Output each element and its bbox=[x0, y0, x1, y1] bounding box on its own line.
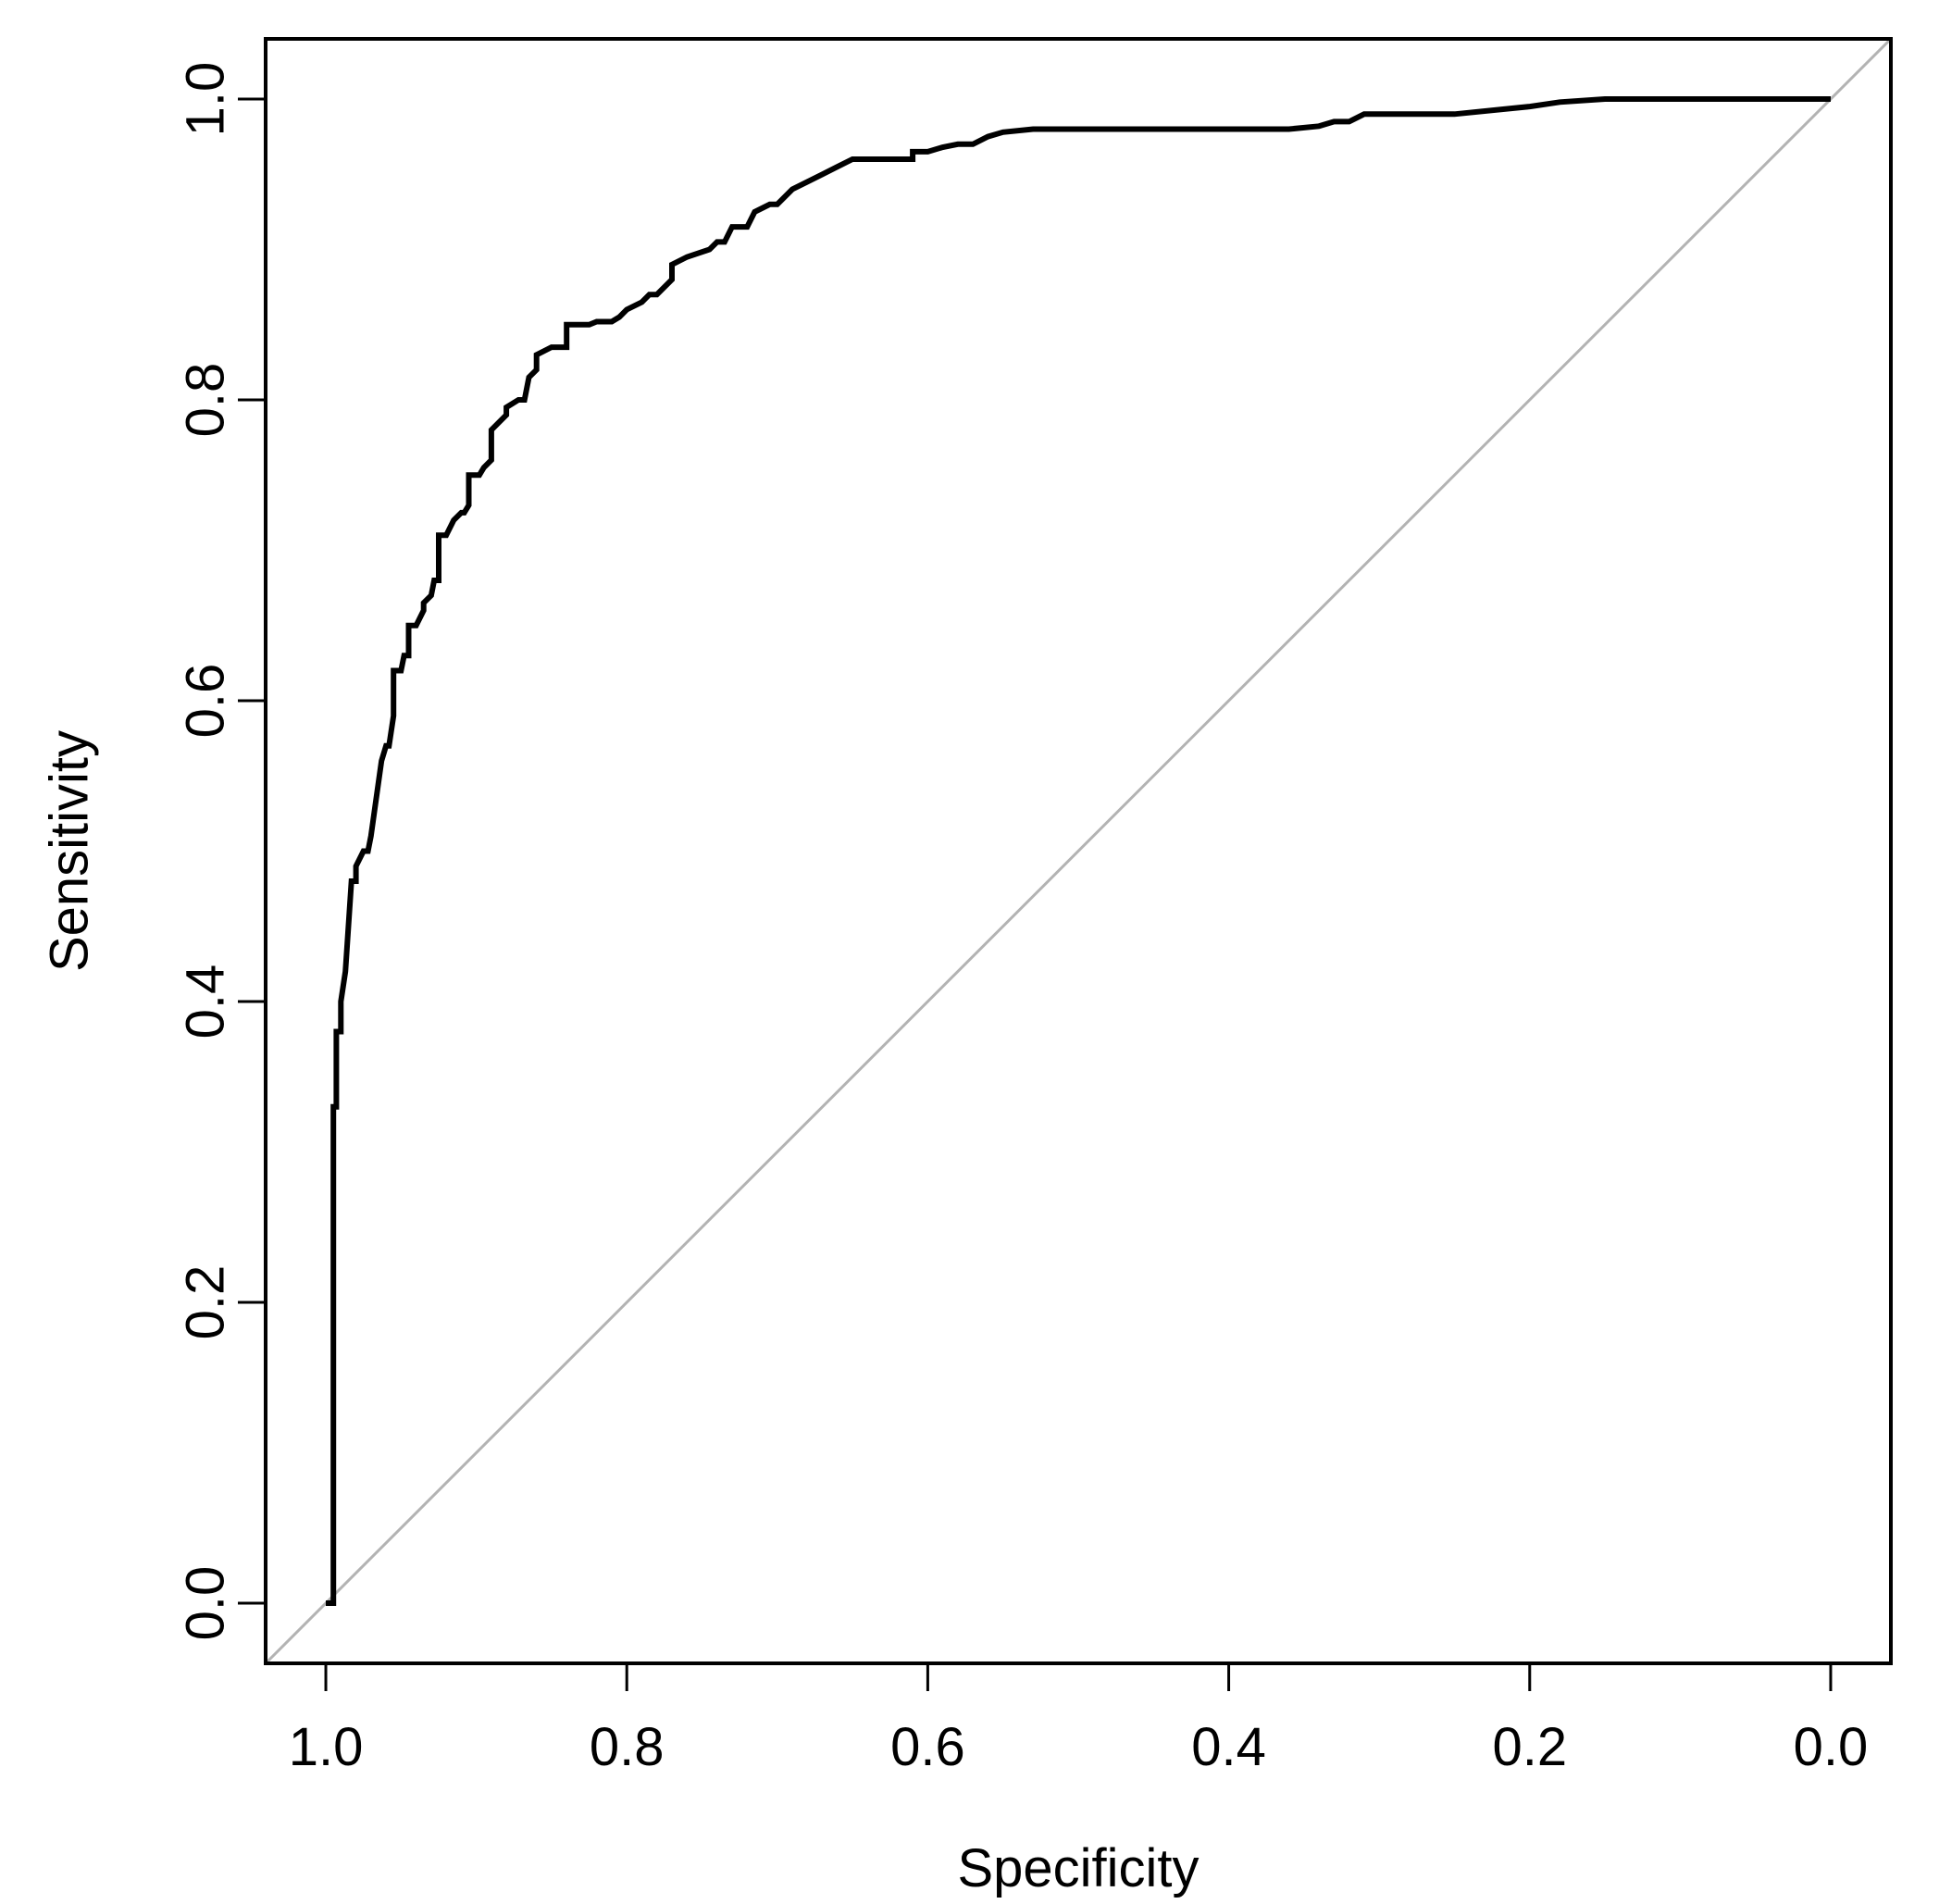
roc-curve bbox=[326, 96, 1831, 1606]
x-tick-label: 0.2 bbox=[1492, 1717, 1567, 1777]
x-tick-label: 0.0 bbox=[1794, 1717, 1869, 1777]
x-tick-label: 0.8 bbox=[590, 1717, 665, 1777]
x-tick-label: 1.0 bbox=[289, 1717, 364, 1777]
x-tick-label: 0.4 bbox=[1191, 1717, 1266, 1777]
y-tick-label: 0.2 bbox=[176, 1265, 236, 1340]
reference-diagonal bbox=[264, 37, 1893, 1665]
y-axis-title: Sensitivity bbox=[40, 730, 100, 972]
x-axis-title: Specificity bbox=[957, 1838, 1199, 1898]
x-axis: 1.0 0.8 0.6 0.4 0.2 0.0 bbox=[289, 1661, 1869, 1777]
y-tick-label: 0.0 bbox=[176, 1566, 236, 1641]
y-axis: 0.0 0.2 0.4 0.6 0.8 1.0 bbox=[176, 62, 267, 1641]
y-tick-label: 1.0 bbox=[176, 62, 236, 137]
y-tick-label: 0.4 bbox=[176, 964, 236, 1039]
x-tick-label: 0.6 bbox=[890, 1717, 965, 1777]
y-tick-label: 0.6 bbox=[176, 664, 236, 739]
y-tick-label: 0.8 bbox=[176, 363, 236, 438]
